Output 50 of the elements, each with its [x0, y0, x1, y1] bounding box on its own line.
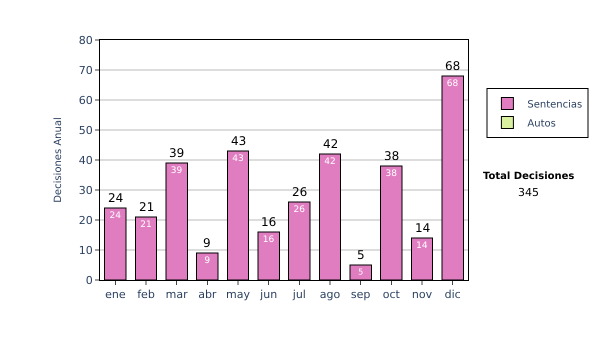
total-label: 14	[415, 221, 430, 235]
y-axis-title: Decisiones Anual	[52, 117, 64, 203]
x-tick-label: ene	[105, 288, 126, 302]
x-tick-label: feb	[137, 288, 155, 302]
x-tick-label: jun	[259, 288, 278, 302]
x-tick-label: mar	[166, 288, 188, 302]
x-tick-label: nov	[412, 288, 433, 302]
data-label: 68	[446, 79, 459, 89]
y-tick-label: 10	[78, 244, 93, 257]
total-label: 43	[231, 134, 246, 148]
x-tick-label: jul	[292, 288, 306, 302]
data-label: 38	[385, 169, 398, 179]
y-tick-label: 60	[78, 94, 93, 107]
y-tick-label: 50	[78, 124, 93, 137]
x-tick-label: ago	[320, 288, 340, 302]
data-label: 16	[262, 235, 275, 245]
x-tick-label: oct	[382, 288, 401, 302]
data-label: 39	[170, 166, 183, 176]
total-label: 39	[169, 146, 184, 160]
y-tick-label: 70	[78, 64, 93, 77]
y-tick-label: 30	[78, 184, 93, 197]
legend-label: Sentencias	[527, 99, 582, 110]
data-label: 43	[232, 154, 244, 164]
data-label: 9	[204, 256, 210, 266]
x-tick-label: sep	[350, 288, 370, 302]
text: Total Decisiones	[483, 171, 574, 182]
y-tick-label: 20	[78, 214, 93, 227]
x-tick-label: dic	[444, 288, 461, 302]
data-label: 42	[324, 157, 336, 167]
x-tick-label: abr	[198, 288, 217, 302]
total-label: 5	[357, 248, 365, 262]
text: 345	[518, 186, 539, 199]
total-label: 24	[108, 191, 124, 205]
data-label: 14	[416, 241, 428, 251]
total-label: 9	[203, 236, 211, 250]
total-label: 26	[292, 185, 308, 199]
data-label: 21	[140, 220, 152, 230]
legend-label: Autos	[527, 118, 556, 130]
x-tick-label: may	[226, 288, 250, 302]
total-label: 68	[445, 59, 460, 73]
y-tick-label: 0	[86, 274, 93, 287]
total-label: 16	[261, 215, 276, 229]
data-label: 24	[109, 211, 122, 221]
total-label: 38	[384, 149, 400, 163]
total-label: 42	[323, 137, 338, 151]
y-tick-label: 40	[78, 154, 93, 167]
total-label: 21	[139, 200, 154, 214]
data-label: 5	[358, 266, 364, 276]
y-tick-label: 80	[78, 34, 93, 47]
data-label: 26	[293, 205, 306, 215]
